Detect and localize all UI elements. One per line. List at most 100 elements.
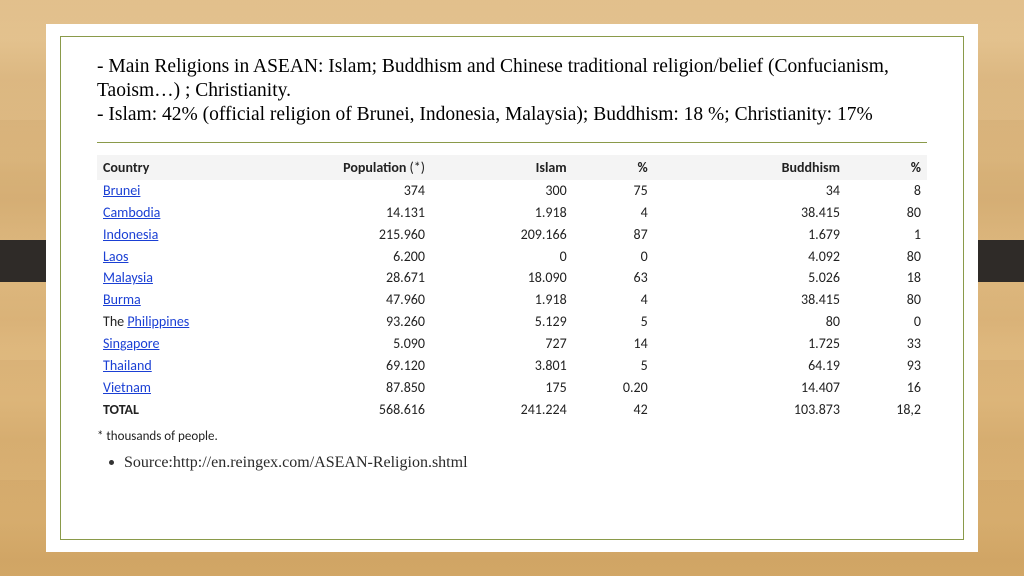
country-link[interactable]: Brunei	[103, 182, 140, 199]
cell-islam: 727	[431, 334, 573, 356]
cell-islam: 3.801	[431, 355, 573, 377]
country-link[interactable]: Thailand	[103, 357, 152, 374]
cell-pop: 215.960	[259, 224, 431, 246]
table-header: Country Population (*) Islam % Buddhism …	[97, 155, 927, 180]
cell-pct1: 0.20	[573, 377, 654, 399]
cell-pop: 93.260	[259, 312, 431, 334]
country-link[interactable]: Indonesia	[103, 226, 158, 243]
cell-country: Vietnam	[97, 377, 259, 399]
right-dark-tab	[978, 240, 1024, 282]
cell-pct1: 5	[573, 355, 654, 377]
table-row: Laos6.200004.09280	[97, 246, 927, 268]
country-link[interactable]: Laos	[103, 248, 128, 265]
cell-pct1: 87	[573, 224, 654, 246]
cell-pct2: 1	[846, 224, 927, 246]
cell-country: Burma	[97, 290, 259, 312]
cell-pop: 69.120	[259, 355, 431, 377]
cell-country: Malaysia	[97, 268, 259, 290]
cell-country: Singapore	[97, 334, 259, 356]
cell-country: Thailand	[97, 355, 259, 377]
cell-islam: 300	[431, 180, 573, 202]
cell-total-budd: 103.873	[654, 399, 846, 421]
cell-budd: 14.407	[654, 377, 846, 399]
th-buddhism: Buddhism	[654, 155, 846, 180]
cell-islam: 209.166	[431, 224, 573, 246]
cell-country: Cambodia	[97, 202, 259, 224]
cell-pct2: 80	[846, 246, 927, 268]
country-link[interactable]: Singapore	[103, 335, 159, 352]
table-total-row: TOTAL568.616241.22442103.87318,2	[97, 399, 927, 421]
cell-pct2: 8	[846, 180, 927, 202]
cell-budd: 4.092	[654, 246, 846, 268]
cell-total-islam: 241.224	[431, 399, 573, 421]
cell-country: The Philippines	[97, 312, 259, 334]
cell-pct2: 80	[846, 202, 927, 224]
cell-budd: 38.415	[654, 290, 846, 312]
table-row: Singapore 5.090727141.72533	[97, 334, 927, 356]
cell-pop: 6.200	[259, 246, 431, 268]
table-row: Malaysia28.67118.090635.02618	[97, 268, 927, 290]
divider-line	[97, 142, 927, 143]
table-body: Brunei37430075348Cambodia14.1311.918438.…	[97, 180, 927, 421]
country-prefix: The	[103, 313, 127, 330]
cell-country: Laos	[97, 246, 259, 268]
cell-budd: 34	[654, 180, 846, 202]
source-text: Source:http://en.reingex.com/ASEAN-Relig…	[124, 454, 468, 471]
cell-pct2: 18	[846, 268, 927, 290]
cell-total-pct1: 42	[573, 399, 654, 421]
table-row: The Philippines93.2605.1295800	[97, 312, 927, 334]
cell-total-label: TOTAL	[97, 399, 259, 421]
cell-budd: 38.415	[654, 202, 846, 224]
cell-budd: 1.725	[654, 334, 846, 356]
cell-pct1: 14	[573, 334, 654, 356]
religion-table: Country Population (*) Islam % Buddhism …	[97, 155, 927, 421]
source-line: Source:http://en.reingex.com/ASEAN-Relig…	[109, 454, 927, 472]
country-link[interactable]: Cambodia	[103, 204, 160, 221]
cell-pop: 87.850	[259, 377, 431, 399]
cell-pop: 28.671	[259, 268, 431, 290]
cell-pct1: 4	[573, 290, 654, 312]
cell-pct1: 4	[573, 202, 654, 224]
country-link[interactable]: Malaysia	[103, 269, 153, 286]
cell-islam: 0	[431, 246, 573, 268]
cell-budd: 80	[654, 312, 846, 334]
slide-card: - Main Religions in ASEAN: Islam; Buddhi…	[46, 24, 978, 552]
table-row: Indonesia215.960209.166871.6791	[97, 224, 927, 246]
footnote: * thousands of people.	[97, 429, 927, 444]
country-link[interactable]: Vietnam	[103, 379, 151, 396]
th-population: Population (*)	[259, 155, 431, 180]
country-link[interactable]: Philippines	[127, 313, 189, 330]
inner-border: - Main Religions in ASEAN: Islam; Buddhi…	[60, 36, 964, 540]
intro-line-2: - Islam: 42% (official religion of Brune…	[97, 103, 927, 127]
cell-pct2: 33	[846, 334, 927, 356]
table-row: Burma47.9601.918438.41580	[97, 290, 927, 312]
cell-country: Brunei	[97, 180, 259, 202]
cell-pct1: 63	[573, 268, 654, 290]
th-islam: Islam	[431, 155, 573, 180]
cell-pct2: 80	[846, 290, 927, 312]
table-row: Cambodia 14.1311.918438.41580	[97, 202, 927, 224]
intro-line-1: - Main Religions in ASEAN: Islam; Buddhi…	[97, 55, 927, 103]
cell-pct1: 0	[573, 246, 654, 268]
th-country: Country	[97, 155, 259, 180]
cell-islam: 18.090	[431, 268, 573, 290]
cell-pct2: 0	[846, 312, 927, 334]
cell-pct1: 75	[573, 180, 654, 202]
cell-pct2: 93	[846, 355, 927, 377]
cell-islam: 175	[431, 377, 573, 399]
cell-pop: 5.090	[259, 334, 431, 356]
table-row: Brunei 37430075348	[97, 180, 927, 202]
cell-islam: 1.918	[431, 202, 573, 224]
th-pct1: %	[573, 155, 654, 180]
cell-pct2: 16	[846, 377, 927, 399]
cell-country: Indonesia	[97, 224, 259, 246]
cell-islam: 5.129	[431, 312, 573, 334]
country-link[interactable]: Burma	[103, 291, 141, 308]
th-pct2: %	[846, 155, 927, 180]
table-row: Vietnam 87.8501750.2014.40716	[97, 377, 927, 399]
cell-pop: 374	[259, 180, 431, 202]
table-row: Thailand69.1203.801564.1993	[97, 355, 927, 377]
cell-total-pct2: 18,2	[846, 399, 927, 421]
cell-pop: 14.131	[259, 202, 431, 224]
left-dark-tab	[0, 240, 46, 282]
